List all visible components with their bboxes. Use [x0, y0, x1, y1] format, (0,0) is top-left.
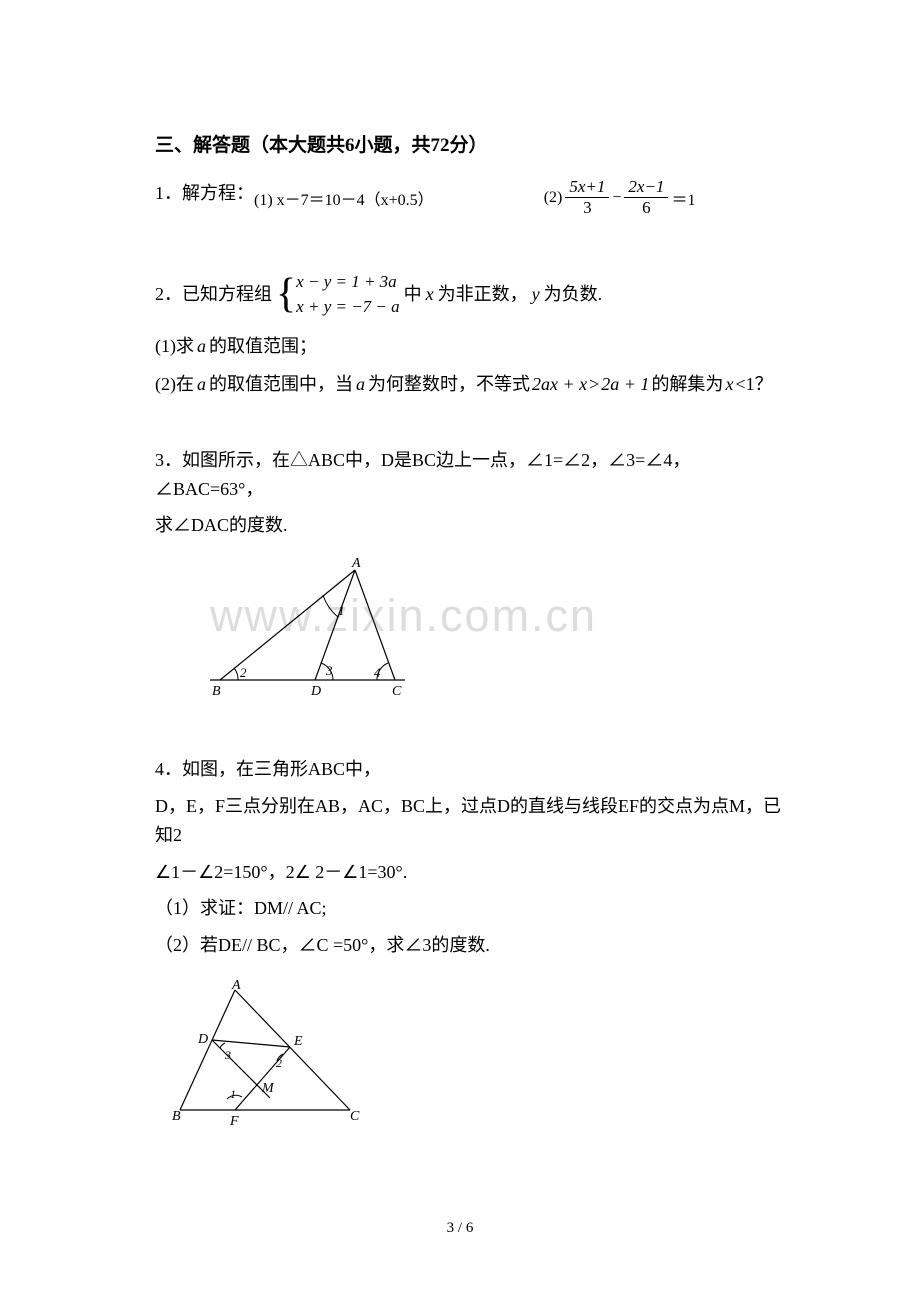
p2-sub2-one: 1	[746, 374, 755, 394]
page-number: 3 / 6	[447, 1220, 474, 1237]
p2-y: y	[532, 280, 540, 309]
p2-sub2-a: a	[197, 374, 206, 394]
p2-mid2: 为非正数，	[438, 280, 528, 309]
svg-text:C: C	[392, 684, 402, 699]
problem-2: 2．已知方程组 { x − y = 1 + 3a x + y = −7 − a …	[155, 269, 785, 396]
p3-figure: A B C D 1 2 3 4	[210, 555, 785, 710]
eq2-label: (2)	[544, 189, 563, 207]
svg-text:2: 2	[240, 665, 247, 680]
svg-text:1: 1	[338, 603, 345, 618]
triangle-1-svg: A B C D 1 2 3 4	[210, 555, 410, 705]
p2-sub1: (1)求a的取值范围；	[155, 332, 785, 358]
p2-sub2-a2: a	[356, 374, 365, 394]
p2-sub2-text: (2)在	[155, 374, 194, 394]
p2-sub2-mid3: 的解集为	[651, 374, 723, 394]
svg-text:C: C	[350, 1109, 360, 1124]
problem-4: 4．如图，在三角形ABC中， D，E，F三点分别在AB，AC，BC上，过点D的直…	[155, 755, 785, 1140]
svg-text:1: 1	[230, 1087, 236, 1101]
content-container: 三、解答题（本大题共6小题，共72分） 1．解方程： (1) x－7＝10－4（…	[155, 130, 785, 1140]
p4-sub1: （1）求证：DM// AC;	[155, 894, 785, 923]
svg-text:D: D	[197, 1032, 208, 1047]
svg-text:D: D	[310, 684, 321, 699]
left-brace: {	[276, 273, 296, 315]
svg-text:3: 3	[325, 663, 333, 678]
p2-sub2-x: x	[725, 374, 733, 394]
system-line1: x − y = 1 + 3a	[296, 269, 399, 295]
eq2-frac1-num: 5x+1	[565, 177, 609, 198]
svg-text:4: 4	[374, 665, 381, 680]
p4-line1: 4．如图，在三角形ABC中，	[155, 755, 785, 784]
p2-sub2-gt: >	[589, 374, 599, 394]
eq2-frac2-num: 2x−1	[624, 177, 668, 198]
p2-sub1-end: 的取值范围；	[209, 336, 317, 356]
section-title: 三、解答题（本大题共6小题，共72分）	[155, 130, 785, 157]
p2-sub1-text: (1)求	[155, 336, 194, 356]
p4-sub2: （2）若DE// BC，∠C =50°，求∠3的度数.	[155, 931, 785, 960]
problem-1-eq1: (1) x－7＝10－4（x+0.5）	[254, 186, 434, 210]
problem-1-eq2: (2) 5x+1 3 − 2x−1 6 ＝1	[544, 177, 696, 219]
problem-1-equations: 1．解方程： (1) x－7＝10－4（x+0.5） (2) 5x+1 3 − …	[155, 177, 785, 219]
svg-text:B: B	[172, 1109, 181, 1124]
eq2-frac2: 2x−1 6	[624, 177, 668, 219]
svg-text:2: 2	[276, 1056, 282, 1070]
svg-text:M: M	[261, 1081, 275, 1096]
p2-sub2-lt: <	[735, 374, 745, 394]
svg-text:F: F	[229, 1114, 239, 1129]
problem-2-main: 2．已知方程组 { x − y = 1 + 3a x + y = −7 − a …	[155, 269, 785, 320]
eq2-frac1: 5x+1 3	[565, 177, 609, 219]
svg-text:A: A	[351, 556, 361, 571]
p2-prefix: 2．已知方程组	[155, 280, 272, 309]
p2-mid: 中	[404, 280, 422, 309]
p2-sub2-ineq1: 2ax + x	[532, 374, 587, 394]
p4-line2: D，E，F三点分别在AB，AC，BC上，过点D的直线与线段EF的交点为点M，已知…	[155, 792, 785, 850]
problem-1: 1．解方程： (1) x－7＝10－4（x+0.5） (2) 5x+1 3 − …	[155, 177, 785, 219]
brace-content: x − y = 1 + 3a x + y = −7 − a	[296, 269, 399, 320]
p2-sub2-ineq2: 2a + 1	[601, 374, 649, 394]
eq2-frac1-den: 3	[579, 198, 596, 218]
p2-sub2: (2)在a的取值范围中，当a为何整数时，不等式2ax + x>2a + 1的解集…	[155, 370, 785, 396]
eq1-label: (1)	[254, 192, 273, 209]
eq2-frac2-den: 6	[638, 198, 655, 218]
p2-system: { x − y = 1 + 3a x + y = −7 − a	[276, 269, 400, 320]
p4-line3: ∠1－∠2=150°，2∠ 2－∠1=30°.	[155, 858, 785, 887]
problem-1-label: 1．解方程：	[155, 179, 254, 208]
triangle-2-svg: A B C D E F M 1 2 3	[170, 980, 370, 1135]
eq2-minus: −	[612, 189, 621, 207]
p2-x: x	[426, 280, 434, 309]
svg-text:A: A	[231, 980, 241, 993]
p2-sub2-q: ？	[755, 374, 773, 394]
p3-line1: 3．如图所示，在△ABC中，D是BC边上一点，∠1=∠2，∠3=∠4，∠BAC=…	[155, 446, 785, 504]
p2-sub1-a: a	[197, 336, 206, 356]
svg-text:3: 3	[224, 1048, 231, 1062]
svg-text:E: E	[293, 1034, 303, 1049]
p2-sub2-mid: 的取值范围中，当	[209, 374, 353, 394]
problem-3: 3．如图所示，在△ABC中，D是BC边上一点，∠1=∠2，∠3=∠4，∠BAC=…	[155, 446, 785, 710]
p4-figure: A B C D E F M 1 2 3	[170, 980, 785, 1140]
system-line2: x + y = −7 − a	[296, 294, 399, 320]
p2-suffix: 为负数.	[544, 280, 603, 309]
eq2-equals: ＝1	[671, 186, 695, 210]
eq1-content: x－7＝10－4（x+0.5）	[277, 192, 434, 209]
svg-text:B: B	[212, 684, 221, 699]
p3-line2: 求∠DAC的度数.	[155, 511, 785, 540]
p2-sub2-mid2: 为何整数时，不等式	[368, 374, 530, 394]
